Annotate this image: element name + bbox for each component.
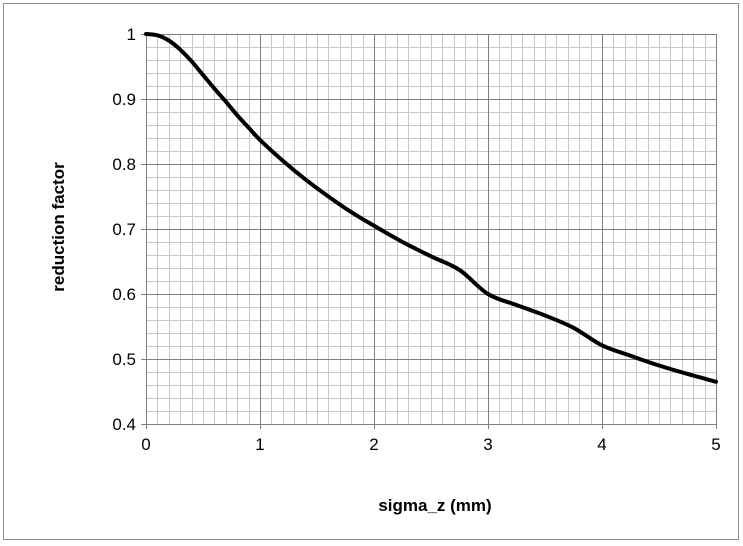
x-tick-label: 1 <box>255 435 264 454</box>
x-tick-label: 4 <box>597 435 606 454</box>
x-axis-title: sigma_z (mm) <box>378 496 491 515</box>
x-tick-label: 3 <box>483 435 492 454</box>
major-gridlines <box>141 34 717 429</box>
x-tick-label: 2 <box>369 435 378 454</box>
y-tick-label: 0.4 <box>112 415 136 434</box>
x-tick-labels: 0 1 2 3 4 5 <box>141 435 720 454</box>
y-tick-label: 1 <box>127 25 136 44</box>
series-layer <box>144 32 718 384</box>
y-tick-label: 0.5 <box>112 350 136 369</box>
y-tick-labels: 0.4 0.5 0.6 0.7 0.8 0.9 1 <box>112 25 136 434</box>
x-tick-label: 0 <box>141 435 150 454</box>
y-tick-label: 0.7 <box>112 220 136 239</box>
y-tick-label: 0.9 <box>112 90 136 109</box>
series-line <box>144 32 718 384</box>
y-axis-title: reduction factor <box>49 162 68 292</box>
x-tick-label: 5 <box>711 435 720 454</box>
y-tick-label: 0.6 <box>112 285 136 304</box>
y-tick-label: 0.8 <box>112 155 136 174</box>
